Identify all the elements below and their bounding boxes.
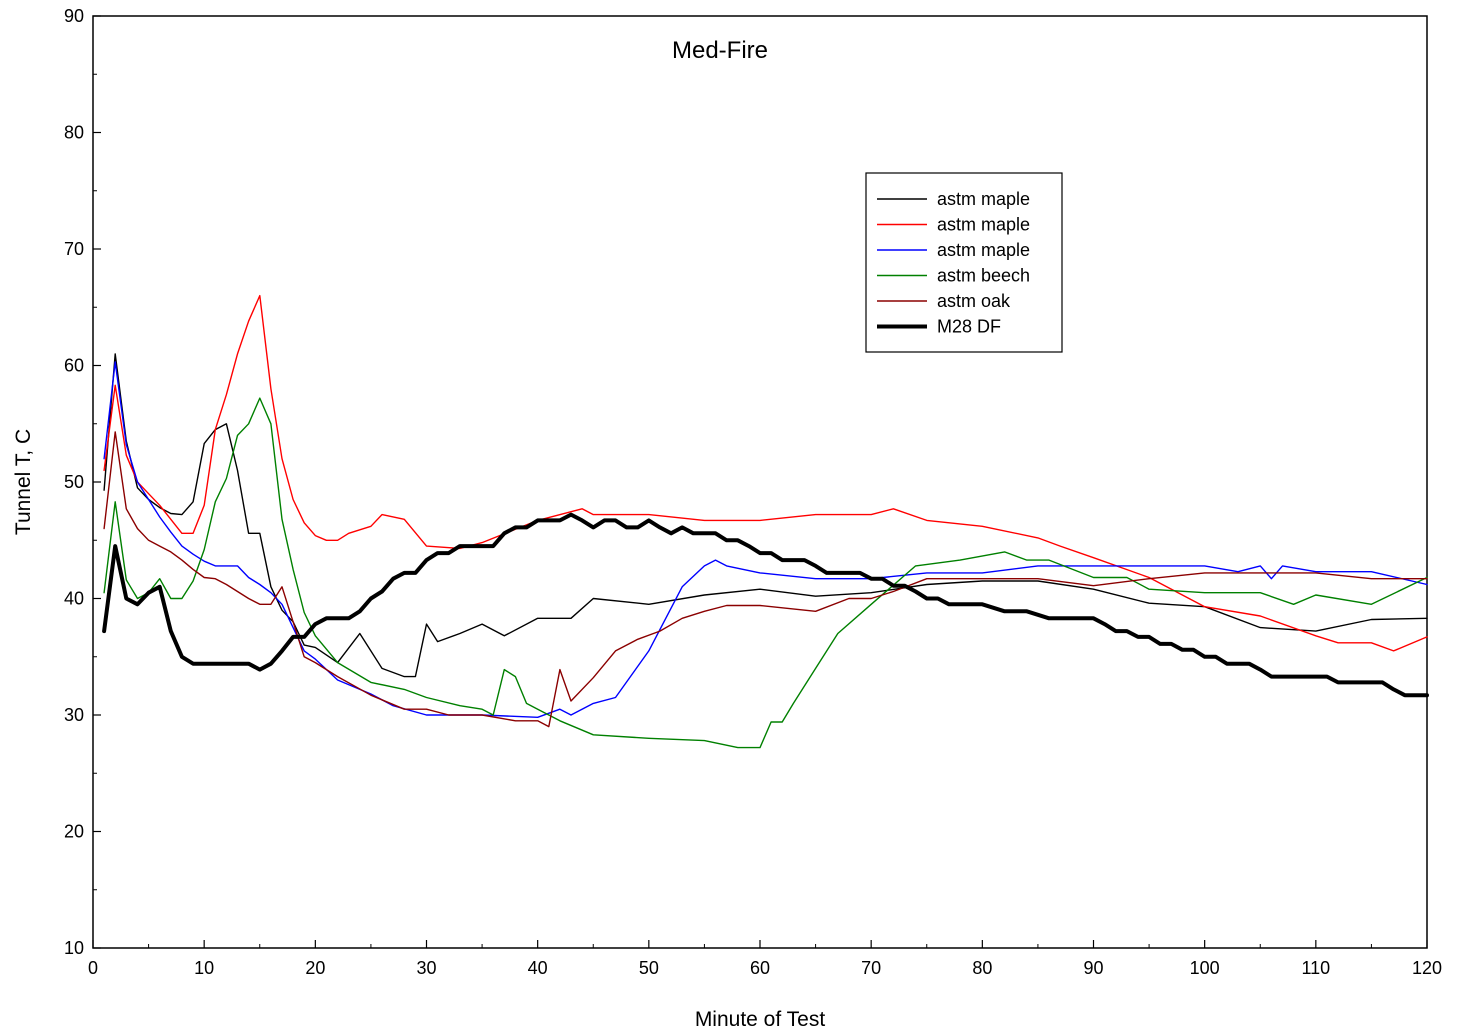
y-tick-label: 50 bbox=[64, 472, 84, 492]
y-tick-label: 70 bbox=[64, 239, 84, 259]
x-tick-label: 30 bbox=[416, 958, 436, 978]
x-axis-label: Minute of Test bbox=[695, 1008, 826, 1031]
x-tick-label: 90 bbox=[1083, 958, 1103, 978]
y-axis-label: Tunnel T, C bbox=[12, 429, 35, 535]
x-tick-label: 20 bbox=[305, 958, 325, 978]
legend-box bbox=[865, 172, 1063, 353]
legend-label-3: astm maple bbox=[937, 240, 1030, 260]
series-lines bbox=[102, 294, 1429, 749]
x-tick-label: 40 bbox=[528, 958, 548, 978]
x-tick-label: 0 bbox=[88, 958, 98, 978]
plot-area bbox=[92, 15, 1428, 949]
series-line-3 bbox=[103, 361, 1428, 718]
series-line-4 bbox=[103, 397, 1428, 749]
x-tick-label: 70 bbox=[861, 958, 881, 978]
chart-title: Med-Fire bbox=[672, 37, 768, 64]
legend-label-6: M28 DF bbox=[937, 317, 1001, 337]
series-line-1 bbox=[103, 353, 1428, 678]
legend-label-5: astm oak bbox=[937, 291, 1011, 311]
series-line-6 bbox=[102, 512, 1429, 698]
x-tick-label: 10 bbox=[194, 958, 214, 978]
y-tick-label: 60 bbox=[64, 356, 84, 376]
legend-items: astm maple astm maple astm maple astm beech… bbox=[877, 189, 1030, 337]
x-tick-label: 120 bbox=[1412, 958, 1442, 978]
y-tick-label: 10 bbox=[64, 938, 84, 958]
x-tick-label: 110 bbox=[1301, 958, 1330, 978]
x-tick-label: 80 bbox=[972, 958, 992, 978]
y-axis-ticks: 10 20 30 40 50 60 70 80 90 bbox=[64, 6, 101, 958]
legend-label-1: astm maple bbox=[937, 189, 1030, 209]
x-tick-label: 60 bbox=[750, 958, 770, 978]
minor-ticks bbox=[93, 73, 1372, 948]
y-tick-label: 30 bbox=[64, 705, 84, 725]
series-line-2 bbox=[103, 294, 1428, 652]
x-tick-label: 100 bbox=[1190, 958, 1220, 978]
y-tick-label: 90 bbox=[64, 6, 84, 26]
legend-label-2: astm maple bbox=[937, 215, 1030, 235]
legend: astm maple astm maple astm maple astm beech… bbox=[865, 172, 1063, 353]
x-tick-label: 50 bbox=[639, 958, 659, 978]
x-axis-ticks: 0 10 20 30 40 50 60 70 80 90 100 110 120 bbox=[88, 940, 1442, 978]
y-tick-label: 40 bbox=[64, 589, 84, 609]
y-tick-label: 20 bbox=[64, 822, 84, 842]
y-tick-label: 80 bbox=[64, 123, 84, 143]
series-line-5 bbox=[103, 431, 1428, 728]
legend-label-4: astm beech bbox=[937, 266, 1030, 286]
